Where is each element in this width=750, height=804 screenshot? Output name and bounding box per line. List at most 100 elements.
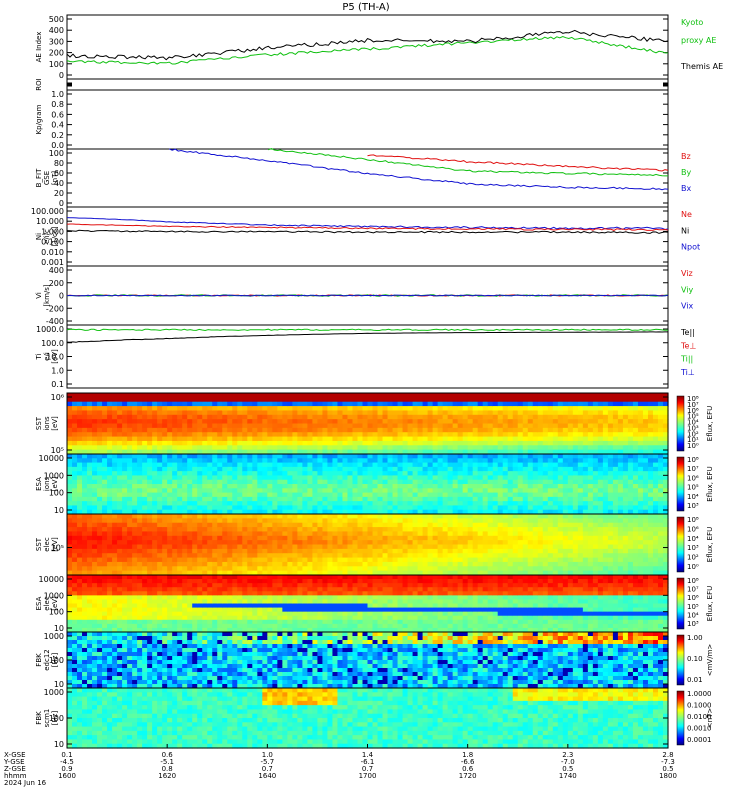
heatmap-cell (488, 488, 494, 493)
heatmap-cell (257, 454, 263, 459)
heatmap-cell (167, 501, 173, 506)
heatmap-cell (623, 497, 629, 502)
heatmap-cell (222, 536, 228, 541)
heatmap-cell (393, 497, 399, 502)
heatmap-cell (603, 445, 609, 450)
heatmap-cell (287, 562, 293, 567)
heatmap-cell (142, 432, 148, 437)
heatmap-cell (182, 553, 188, 558)
heatmap-cell (117, 540, 123, 545)
heatmap-cell (573, 484, 579, 489)
heatmap-cell (488, 428, 494, 433)
heatmap-cell (342, 432, 348, 437)
heatmap-cell (122, 441, 128, 446)
heatmap-cell (403, 536, 409, 541)
heatmap-cell (473, 397, 479, 402)
heatmap-cell (182, 467, 188, 472)
heatmap-cell (342, 419, 348, 424)
heatmap-cell (82, 488, 88, 493)
heatmap-cell (102, 458, 108, 463)
heatmap-cell (317, 419, 323, 424)
heatmap-cell (192, 410, 198, 415)
heatmap-cell (337, 562, 343, 567)
heatmap-cell (653, 497, 659, 502)
heatmap-cell (563, 523, 569, 528)
heatmap-cell (217, 497, 223, 502)
heatmap-cell (207, 527, 213, 532)
heatmap-cell (513, 437, 519, 442)
heatmap-cell (122, 518, 128, 523)
heatmap-cell (533, 523, 539, 528)
heatmap-cell (332, 488, 338, 493)
heatmap-cell (272, 393, 278, 398)
heatmap-cell (237, 480, 243, 485)
heatmap-cell (357, 432, 363, 437)
heatmap-cell (588, 437, 594, 442)
y-axis-label-line: ions (43, 416, 51, 431)
heatmap-cell (172, 454, 178, 459)
heatmap-cell (127, 514, 133, 519)
heatmap-cell (568, 463, 574, 468)
heatmap-cell (77, 505, 83, 510)
heatmap-cell (102, 536, 108, 541)
heatmap-cell (453, 424, 459, 429)
heatmap-cell (287, 531, 293, 536)
heatmap-cell (322, 501, 328, 506)
heatmap-cell (568, 566, 574, 571)
heatmap-cell (558, 505, 564, 510)
heatmap-cell (227, 488, 233, 493)
heatmap-cell (538, 514, 544, 519)
heatmap-cell (628, 475, 634, 480)
heatmap-cell (147, 393, 153, 398)
heatmap-cell (508, 549, 514, 554)
heatmap-cell (388, 406, 394, 411)
heatmap-cell (332, 471, 338, 476)
heatmap-cell (418, 410, 424, 415)
heatmap-cell (327, 501, 333, 506)
heatmap-cell (413, 540, 419, 545)
heatmap-cell (112, 549, 118, 554)
heatmap-cell (428, 484, 434, 489)
heatmap-cell (573, 536, 579, 541)
heatmap-cell (87, 484, 93, 489)
heatmap-cell (87, 410, 93, 415)
heatmap-cell (177, 471, 183, 476)
heatmap-cell (563, 531, 569, 536)
heatmap-cell (598, 467, 604, 472)
heatmap-cell (242, 393, 248, 398)
heatmap-cell (157, 419, 163, 424)
heatmap-cell (448, 410, 454, 415)
heatmap-cell (513, 415, 519, 420)
heatmap-cell (222, 415, 228, 420)
heatmap-cell (302, 441, 308, 446)
heatmap-cell (67, 406, 73, 411)
heatmap-cell (393, 566, 399, 571)
heatmap-cell (352, 471, 358, 476)
heatmap-cell (558, 536, 564, 541)
heatmap-cell (97, 424, 103, 429)
heatmap-cell (97, 531, 103, 536)
heatmap-cell (262, 545, 268, 550)
heatmap-cell (122, 437, 128, 442)
heatmap-cell (322, 518, 328, 523)
heatmap-cell (403, 501, 409, 506)
heatmap-cell (92, 441, 98, 446)
heatmap-cell (272, 458, 278, 463)
heatmap-cell (307, 410, 313, 415)
legend-entry: Ne (681, 210, 692, 219)
heatmap-cell (413, 514, 419, 519)
heatmap-cell (588, 493, 594, 498)
heatmap-cell (533, 562, 539, 567)
heatmap-cell (247, 493, 253, 498)
heatmap-cell (102, 523, 108, 528)
heatmap-cell (503, 536, 509, 541)
heatmap-cell (408, 454, 414, 459)
heatmap-cell (337, 393, 343, 398)
heatmap-cell (172, 480, 178, 485)
heatmap-cell (287, 463, 293, 468)
heatmap-cell (252, 545, 258, 550)
heatmap-cell (157, 566, 163, 571)
heatmap-cell (287, 501, 293, 506)
heatmap-cell (232, 437, 238, 442)
heatmap-cell (172, 549, 178, 554)
